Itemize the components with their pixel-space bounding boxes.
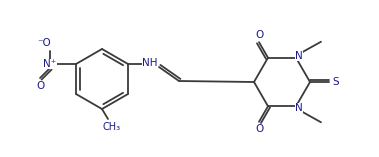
- Text: O: O: [255, 30, 263, 40]
- Text: ⁻O: ⁻O: [37, 38, 51, 48]
- Text: NH: NH: [142, 58, 158, 68]
- Text: O: O: [255, 124, 263, 134]
- Text: N⁺: N⁺: [43, 59, 56, 69]
- Text: N: N: [295, 51, 303, 61]
- Text: O: O: [36, 81, 44, 91]
- Text: S: S: [333, 77, 339, 87]
- Text: N: N: [295, 103, 303, 113]
- Text: CH₃: CH₃: [103, 122, 121, 132]
